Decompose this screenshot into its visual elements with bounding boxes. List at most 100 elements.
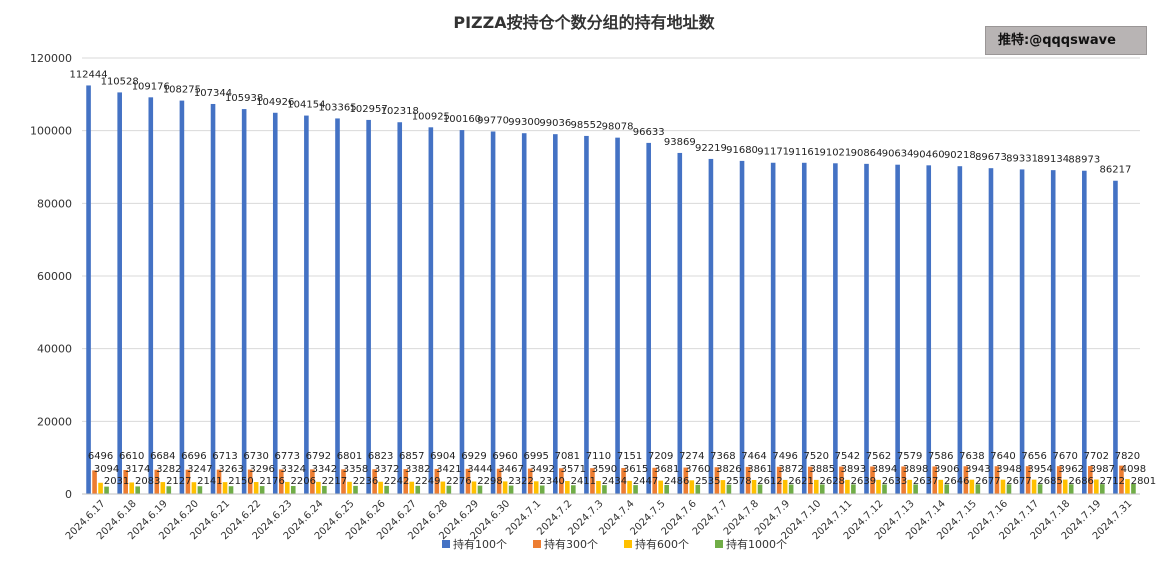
bar xyxy=(845,479,850,494)
bar xyxy=(833,163,838,495)
bar xyxy=(621,468,626,494)
data-label: 3247 xyxy=(187,464,212,475)
bar xyxy=(521,133,527,494)
bar xyxy=(770,162,776,494)
data-label: 2083 xyxy=(135,476,160,487)
bar xyxy=(739,160,745,494)
data-label: 2612 xyxy=(757,476,782,487)
data-label: 2340 xyxy=(539,476,564,487)
data-label: 2621 xyxy=(788,476,813,487)
data-label: 98078 xyxy=(602,122,634,133)
data-labels: 1124441105281091761082751073441059381049… xyxy=(69,69,1156,487)
bar xyxy=(782,479,788,494)
bar xyxy=(1000,479,1006,494)
data-label: 3760 xyxy=(685,464,710,475)
data-label: 2633 xyxy=(882,476,907,487)
bar xyxy=(366,119,371,495)
data-label: 7702 xyxy=(1084,451,1109,462)
bar xyxy=(807,466,813,494)
bar xyxy=(602,485,607,494)
bar xyxy=(160,482,166,494)
data-label: 2801 xyxy=(1131,476,1156,487)
bar xyxy=(720,480,726,494)
data-label: 7586 xyxy=(928,451,953,462)
bar xyxy=(228,486,234,494)
data-label: 3906 xyxy=(934,464,959,475)
bar xyxy=(559,468,564,494)
data-label: 2677 xyxy=(975,476,1000,487)
data-label: 2141 xyxy=(197,476,222,487)
bar xyxy=(508,485,514,494)
bar xyxy=(664,484,669,494)
bar xyxy=(316,481,321,494)
bar xyxy=(988,168,994,494)
bar xyxy=(347,481,352,494)
data-label: 3492 xyxy=(529,464,554,475)
bar xyxy=(459,130,465,494)
data-label: 2486 xyxy=(664,476,689,487)
data-label: 2535 xyxy=(695,476,720,487)
legend-swatch xyxy=(442,540,450,548)
data-label: 88973 xyxy=(1068,155,1100,166)
bar xyxy=(683,467,689,494)
data-label: 6792 xyxy=(306,451,331,462)
bar xyxy=(652,467,657,494)
data-label: 7656 xyxy=(1021,451,1046,462)
bar xyxy=(994,466,1000,494)
data-label: 89673 xyxy=(975,152,1007,163)
data-label: 6696 xyxy=(181,451,206,462)
bar xyxy=(969,479,975,494)
legend-swatch xyxy=(715,540,723,548)
data-label: 7368 xyxy=(710,451,735,462)
bar xyxy=(197,486,203,494)
bar xyxy=(596,480,601,494)
data-label: 7640 xyxy=(990,451,1015,462)
bar xyxy=(477,485,483,494)
bar xyxy=(278,469,284,494)
bar xyxy=(117,92,122,494)
y-tick-label: 0 xyxy=(65,488,72,501)
data-label: 109176 xyxy=(132,81,170,92)
bar xyxy=(284,481,290,494)
data-label: 6773 xyxy=(275,451,300,462)
bar xyxy=(932,466,938,494)
bar xyxy=(957,166,963,494)
bar xyxy=(565,481,570,494)
bar xyxy=(913,484,918,494)
bar xyxy=(1025,466,1031,494)
bar xyxy=(819,484,825,494)
data-label: 108275 xyxy=(163,85,201,96)
data-label: 6496 xyxy=(88,451,113,462)
data-label: 99770 xyxy=(477,116,509,127)
data-label: 3948 xyxy=(996,464,1021,475)
bar xyxy=(776,466,782,494)
data-label: 7151 xyxy=(617,451,642,462)
bar xyxy=(751,479,757,494)
bar xyxy=(533,481,539,494)
bar xyxy=(553,134,558,495)
data-label: 91680 xyxy=(726,145,758,156)
bar xyxy=(801,162,807,494)
y-tick-label: 120000 xyxy=(30,52,72,65)
bar xyxy=(633,485,638,494)
bar xyxy=(907,479,912,494)
bar xyxy=(1031,479,1037,494)
data-label: 2646 xyxy=(944,476,969,487)
data-label: 89331 xyxy=(1006,153,1038,164)
bar xyxy=(627,480,632,494)
bar xyxy=(615,137,620,494)
legend-label: 持有1000个 xyxy=(726,537,787,551)
data-label: 110528 xyxy=(101,76,139,87)
data-label: 2677 xyxy=(1006,476,1031,487)
data-label: 3358 xyxy=(343,464,368,475)
data-label: 3094 xyxy=(94,464,119,475)
bar xyxy=(527,468,533,494)
data-label: 2639 xyxy=(851,476,876,487)
data-label: 2206 xyxy=(291,476,316,487)
bar xyxy=(465,468,471,494)
data-label: 3324 xyxy=(281,464,306,475)
bar xyxy=(590,468,595,494)
data-label: 7542 xyxy=(835,451,860,462)
bar xyxy=(975,484,981,494)
chart-title: PIZZA按持仓个数分组的持有地址数 xyxy=(453,13,715,32)
